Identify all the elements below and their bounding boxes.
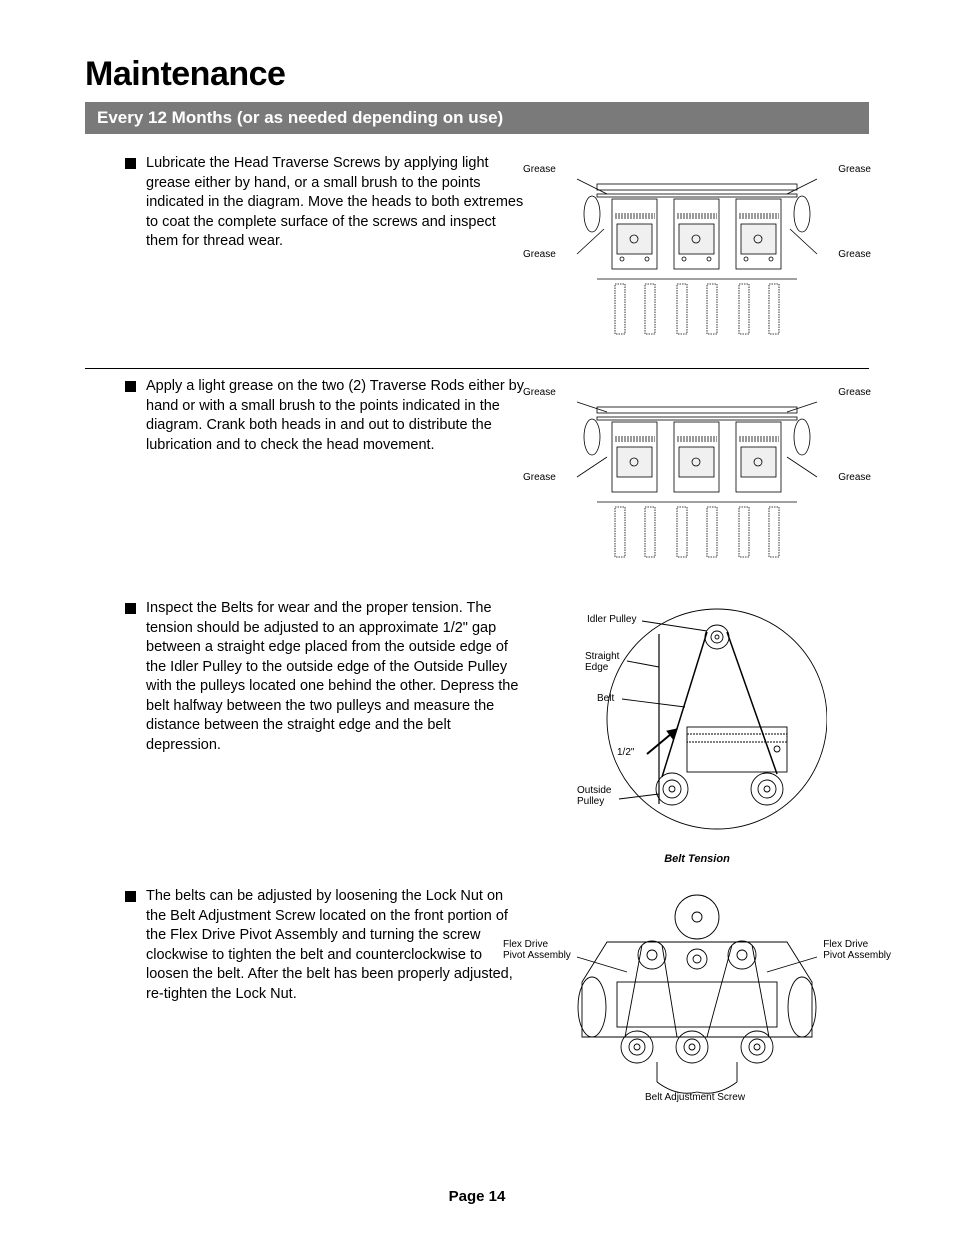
grease-label: Grease [523, 164, 556, 175]
belt-label: Belt [597, 693, 614, 704]
flex-drive-label-right: Flex Drive Pivot Assembly [823, 939, 891, 961]
grease-label: Grease [838, 472, 871, 483]
bullet-icon [125, 891, 136, 902]
section-banner: Every 12 Months (or as needed depending … [85, 102, 869, 134]
flex-drive-label-left: Flex Drive Pivot Assembly [503, 939, 571, 961]
bullet-icon [125, 381, 136, 392]
diagram-belt-tension: Idler Pulley Straight Edge Belt 1/2" Out… [525, 599, 869, 865]
page-title: Maintenance [85, 55, 869, 94]
maintenance-item-2: Apply a light grease on the two (2) Trav… [85, 369, 869, 591]
bullet-icon [125, 158, 136, 169]
item-text: The belts can be adjusted by loosening t… [146, 887, 525, 1004]
diagram-traverse-screws: Grease Grease Grease Grease [525, 154, 869, 354]
straight-edge-label: Straight Edge [585, 651, 619, 673]
grease-label: Grease [523, 387, 556, 398]
adjust-screw-label: Belt Adjustment Screw [645, 1092, 745, 1103]
item-text: Apply a light grease on the two (2) Trav… [146, 377, 525, 455]
bullet-icon [125, 603, 136, 614]
item-text: Lubricate the Head Traverse Screws by ap… [146, 154, 525, 252]
maintenance-item-4: The belts can be adjusted by loosening t… [85, 867, 869, 1121]
grease-label: Grease [523, 472, 556, 483]
grease-label: Grease [838, 249, 871, 260]
outside-pulley-label: Outside Pulley [577, 785, 611, 807]
grease-label: Grease [523, 249, 556, 260]
idler-label: Idler Pulley [587, 614, 636, 625]
diagram-caption: Belt Tension [664, 853, 730, 865]
grease-label: Grease [838, 387, 871, 398]
diagram-belt-adjust: Flex Drive Pivot Assembly Flex Drive Piv… [525, 887, 869, 1107]
maintenance-item-1: Lubricate the Head Traverse Screws by ap… [85, 146, 869, 368]
page-footer: Page 14 [0, 1188, 954, 1205]
grease-label: Grease [838, 164, 871, 175]
half-inch-label: 1/2" [617, 747, 634, 758]
maintenance-item-3: Inspect the Belts for wear and the prope… [85, 591, 869, 867]
item-text: Inspect the Belts for wear and the prope… [146, 599, 525, 756]
diagram-traverse-rods: Grease Grease Grease Grease [525, 377, 869, 577]
